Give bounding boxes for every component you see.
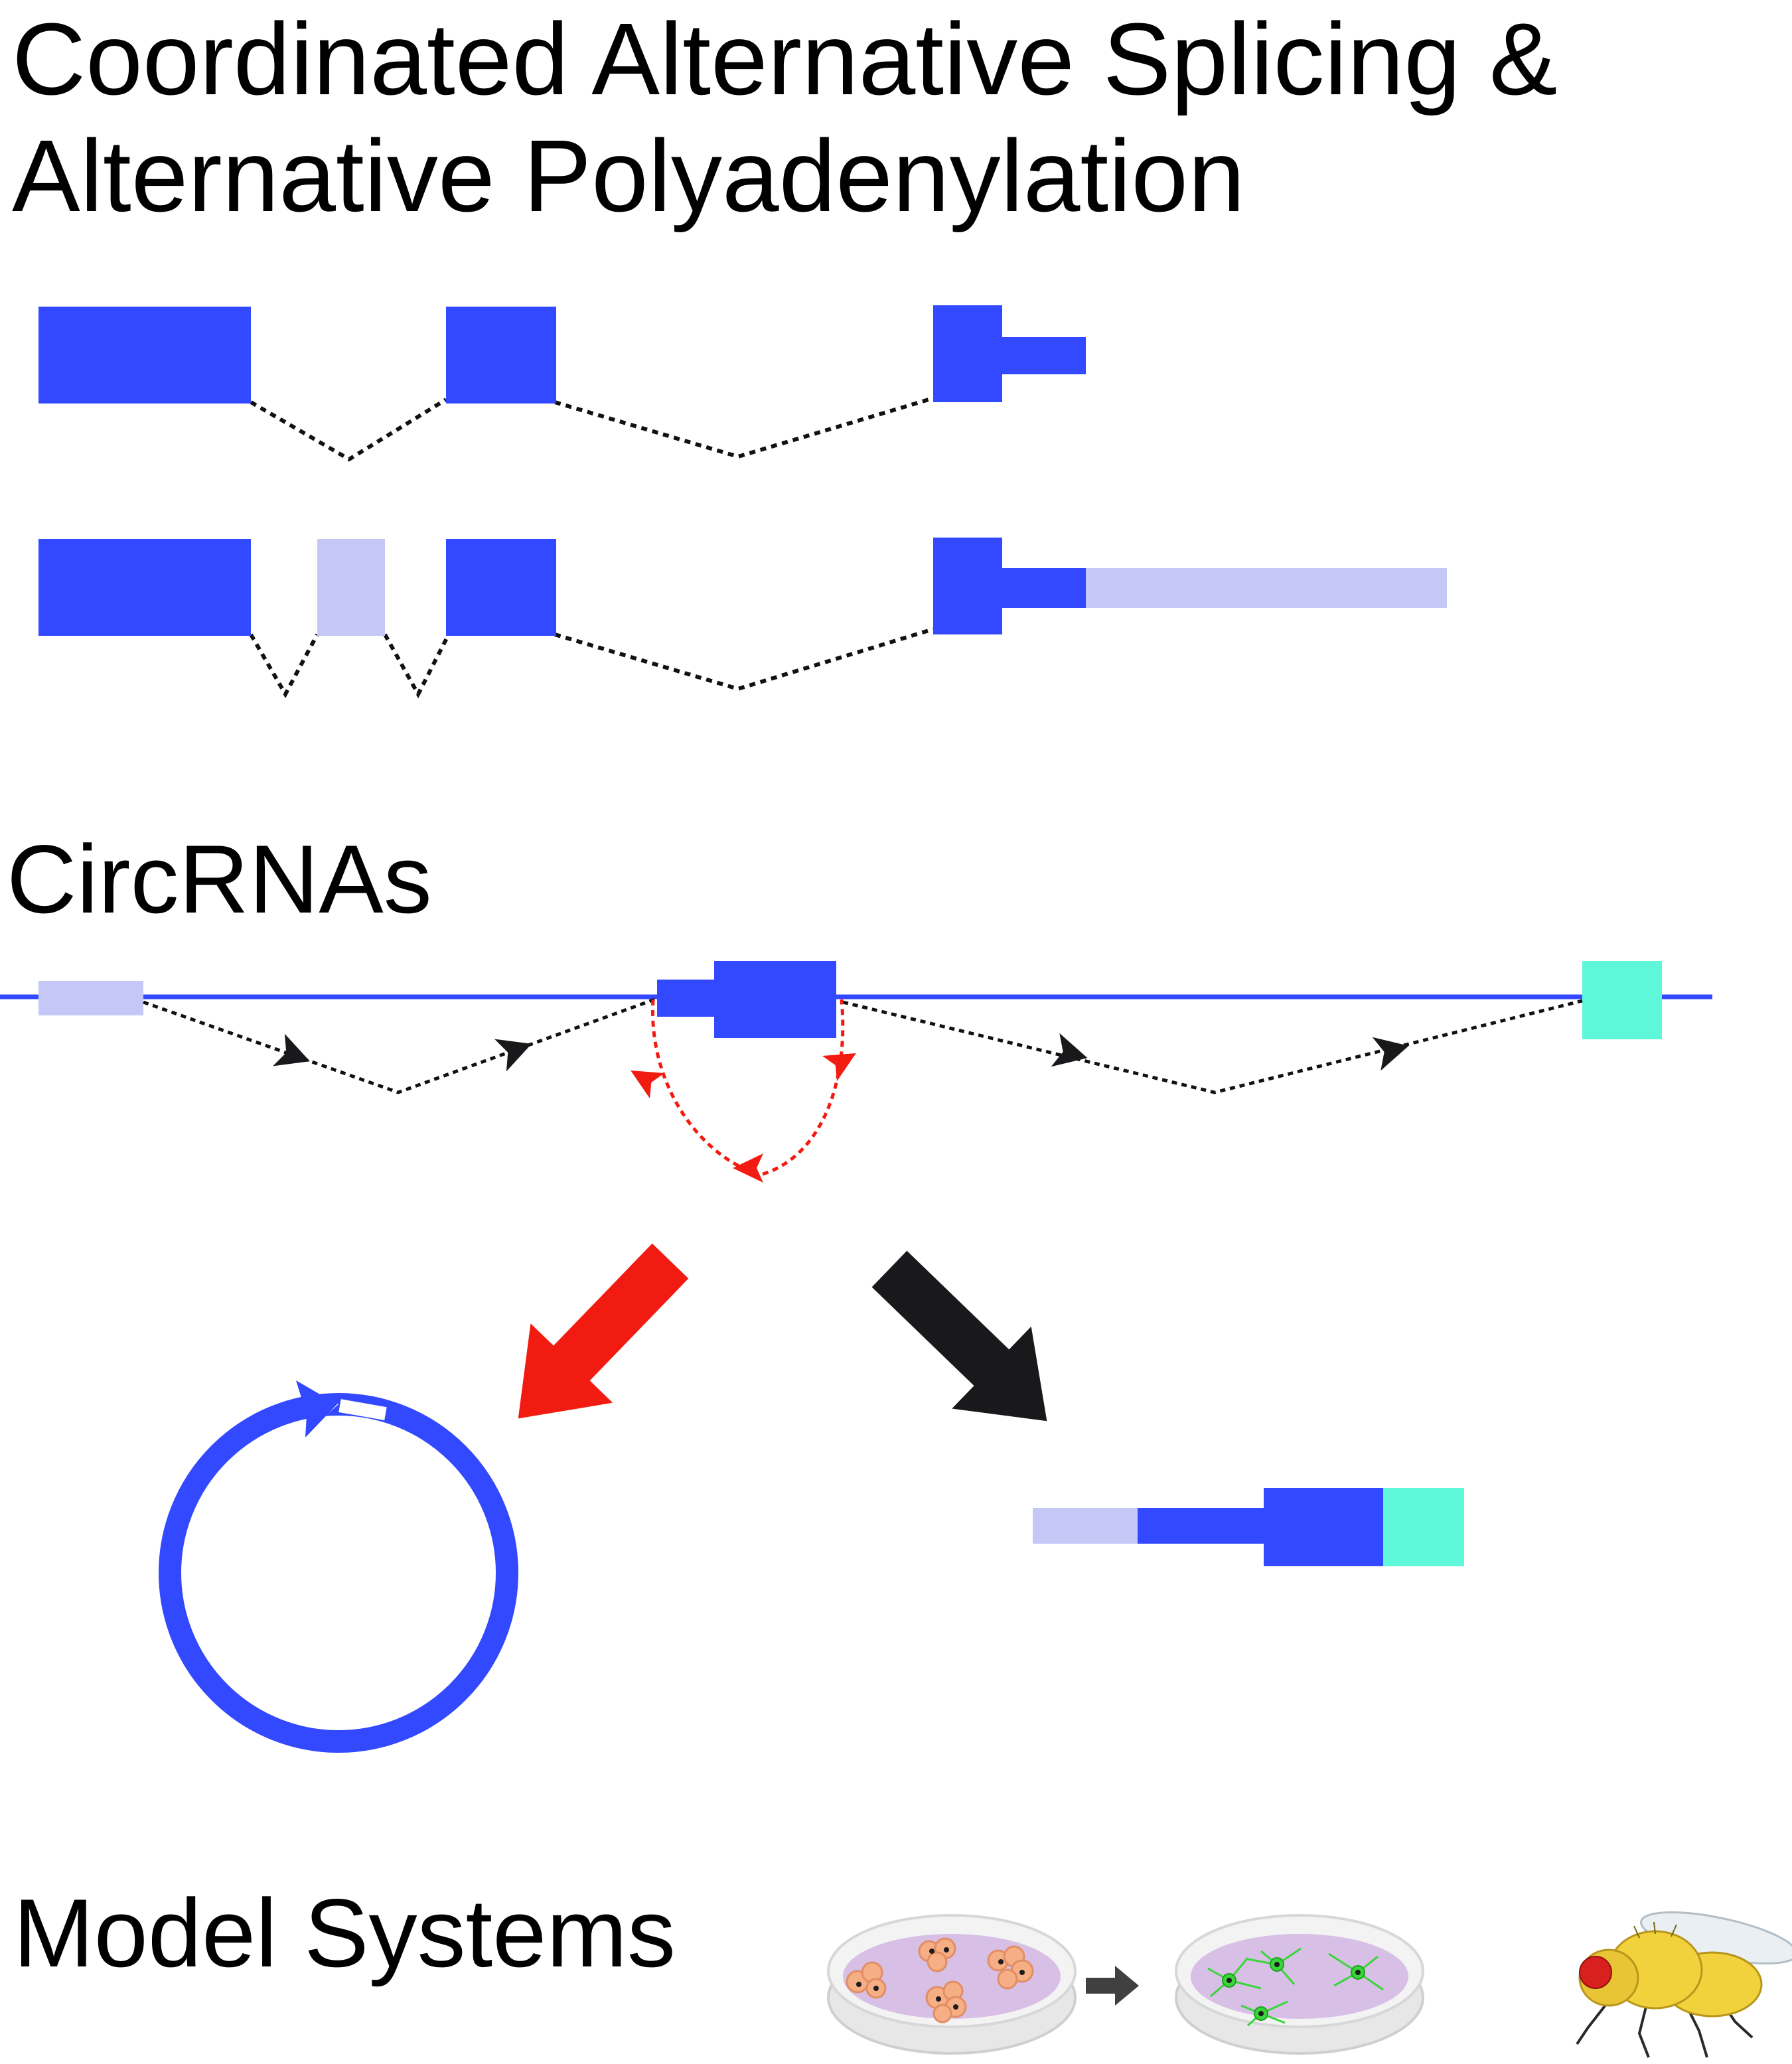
exon-last: [933, 305, 1002, 402]
linear-mrna: [1033, 1488, 1464, 1566]
right-arrow-icon: [1086, 1966, 1139, 2006]
backsplice-junction: [631, 999, 856, 1183]
backsplice-arrowhead: [631, 1070, 664, 1099]
splice-arrowhead: [1372, 1037, 1409, 1071]
intron-junction: [250, 398, 447, 462]
isoform-1-introns: [250, 396, 934, 462]
alternative-exon: [317, 539, 385, 636]
splice-arrowhead: [1051, 1033, 1088, 1067]
isoform-2: [38, 538, 1447, 699]
red-arrow-to-circrna: [518, 1243, 689, 1419]
splice-arrowhead: [494, 1039, 532, 1072]
circrna-ring: [159, 1393, 518, 1753]
circular-rna: [159, 1380, 518, 1753]
fly-eye: [1579, 1956, 1612, 1989]
section-title-splicing-line-1: Coordinated Alternative Splicing &: [12, 2, 1558, 116]
circularized-exon: [714, 961, 836, 1038]
intron-junction: [143, 997, 655, 1094]
intron-junction: [554, 396, 934, 459]
isoform-2-introns: [249, 627, 934, 699]
isoform-1: [38, 305, 1086, 462]
exon-2: [446, 307, 556, 404]
short-3utr: [1001, 568, 1086, 608]
linear-middle-exon: [1264, 1488, 1384, 1566]
circrna-junction-gap: [338, 1399, 387, 1421]
backsplice-arrowhead: [822, 1053, 856, 1082]
petri-dish-cells-icon: [827, 1914, 1077, 2055]
intron-junction: [249, 633, 319, 699]
linear-splice-introns: [143, 997, 1583, 1094]
intron-junction: [383, 633, 451, 699]
section-title-circrnas: CircRNAs: [7, 825, 432, 933]
extended-3utr: [1086, 568, 1447, 608]
linear-upstream-exon: [1033, 1508, 1139, 1544]
section-title-splicing-line-2: Alternative Polyadenylation: [12, 119, 1245, 233]
splice-direction-arrowheads: [273, 1033, 1409, 1072]
backsplice-arrowhead: [733, 1153, 763, 1183]
upstream-exon: [38, 981, 143, 1015]
short-3utr: [1001, 337, 1086, 374]
black-arrow-to-linear-mrna: [871, 1250, 1047, 1422]
circrna-gene-locus: [0, 961, 1712, 1183]
linear-downstream-exon: [1383, 1488, 1464, 1566]
exon-2: [446, 539, 556, 636]
petri-dish-neurons-icon: [1175, 1914, 1424, 2055]
circularized-exon-left: [657, 980, 717, 1017]
splice-arrowhead: [273, 1033, 310, 1067]
outcome-arrows: [518, 1243, 1047, 1422]
intron-junction: [554, 627, 934, 692]
fruit-fly-icon: [1576, 1911, 1792, 2058]
exon-1: [38, 539, 251, 636]
section-title-model-systems: Model Systems: [13, 1879, 676, 1987]
downstream-exon: [1582, 961, 1662, 1039]
exon-last: [933, 538, 1002, 634]
exon-1: [38, 307, 251, 404]
intron-junction: [842, 999, 1583, 1094]
circrna-arrowhead: [296, 1380, 337, 1437]
linear-exon-narrow: [1138, 1508, 1266, 1544]
